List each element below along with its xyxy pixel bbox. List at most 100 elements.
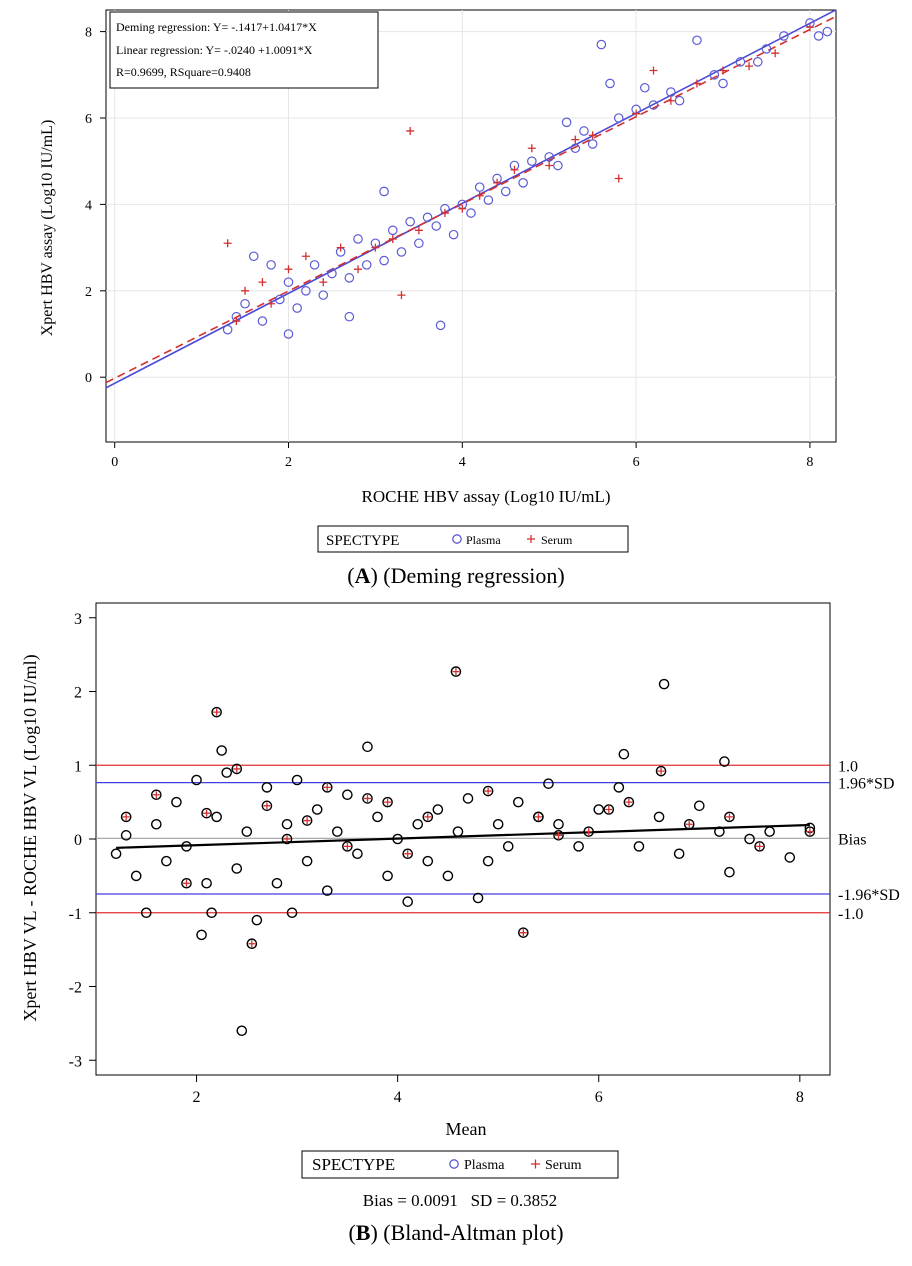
serum-point xyxy=(406,126,415,135)
serum-point xyxy=(422,811,434,823)
serum-point xyxy=(301,815,313,826)
panel-b-y-label: Xpert HBV VL - ROCHE HBV VL (Log10 IU/ml… xyxy=(20,654,41,1021)
plasma-point xyxy=(181,841,192,852)
serum-point xyxy=(603,804,615,815)
panel-b-caption-letter: B xyxy=(356,1220,371,1245)
plasma-point xyxy=(352,848,363,860)
legend-a-serum: Serum xyxy=(541,533,573,547)
serum-point xyxy=(493,178,502,187)
y-tick-label: 6 xyxy=(85,112,92,127)
legend-a-serum-marker xyxy=(527,535,535,543)
serum-point xyxy=(120,811,132,823)
serum-point xyxy=(336,243,345,252)
legend-b-plasma: Plasma xyxy=(464,1158,505,1173)
stats-r: R=0.9699, RSquare=0.9408 xyxy=(116,65,251,79)
plasma-point xyxy=(605,78,615,89)
trend-line xyxy=(116,823,810,849)
legend-b-serum-marker xyxy=(531,1159,540,1169)
legend-b-plasma-marker xyxy=(449,1159,459,1169)
plasma-point xyxy=(483,195,494,205)
legend-a-plasma-marker xyxy=(452,534,462,544)
plasma-point xyxy=(431,221,442,231)
plasma-point xyxy=(405,216,415,227)
panel-b-reference-labels: 1.01.96*SD Bias -1.96*SD -1.0 xyxy=(838,758,900,923)
plasma-point xyxy=(543,778,554,789)
plasma-point xyxy=(466,208,476,218)
y-tick-label: 0 xyxy=(74,832,82,849)
serum-point xyxy=(321,782,333,793)
y-tick-label: 0 xyxy=(85,371,92,386)
serum-point xyxy=(231,763,243,775)
serum-point xyxy=(414,226,423,235)
plasma-point xyxy=(291,774,303,786)
plasma-point xyxy=(452,826,464,837)
plasma-point xyxy=(502,841,514,852)
serum-point xyxy=(745,62,754,71)
plasma-point xyxy=(261,782,273,793)
panel-b-caption: (B) (Bland-Altman plot) xyxy=(348,1220,563,1245)
serum-point xyxy=(319,278,328,287)
serum-point xyxy=(719,66,728,75)
panel-b-points xyxy=(110,666,816,1037)
plasma-point xyxy=(311,804,323,815)
linear-fit-line xyxy=(105,15,837,384)
reference-label: 1.0 xyxy=(838,758,858,775)
x-tick-label: 2 xyxy=(285,455,292,470)
serum-point xyxy=(805,23,814,32)
plasma-point xyxy=(241,826,253,837)
reference-label: -1.96*SD xyxy=(838,887,900,904)
plasma-point xyxy=(292,303,302,313)
y-tick-label: 1 xyxy=(74,758,82,775)
plasma-point xyxy=(231,863,243,874)
panel-b-y-ticks: -3 -2 -1 0 1 2 3 xyxy=(69,611,96,1070)
plasma-point xyxy=(573,841,584,852)
serum-point xyxy=(623,796,635,808)
serum-point xyxy=(482,785,494,797)
plasma-point xyxy=(283,329,294,339)
reference-label: -1.0 xyxy=(838,906,863,923)
serum-point xyxy=(804,826,816,837)
legend-a-title: SPECTYPE xyxy=(326,533,399,549)
plasma-point xyxy=(211,811,222,823)
panel-a-points xyxy=(222,18,833,339)
plasma-point xyxy=(709,70,720,80)
serum-point xyxy=(354,265,363,274)
plasma-point xyxy=(130,870,142,882)
plasma-point xyxy=(275,294,285,305)
serum-point xyxy=(692,79,701,88)
serum-point xyxy=(362,793,373,804)
serum-point xyxy=(301,252,310,261)
plasma-point xyxy=(382,870,393,882)
serum-point xyxy=(571,135,580,144)
plasma-point xyxy=(151,818,162,830)
plasma-point xyxy=(412,818,424,830)
plasma-point xyxy=(693,800,705,812)
plasma-point xyxy=(640,82,650,93)
panel-b-caption-text: (Bland-Altman plot) xyxy=(378,1220,564,1245)
y-tick-label: 2 xyxy=(85,285,92,300)
panel-a-caption-text: (Deming regression) xyxy=(378,563,565,588)
plasma-point xyxy=(266,260,276,270)
plasma-point xyxy=(474,182,485,192)
plasma-point xyxy=(387,225,398,236)
plasma-point xyxy=(362,741,373,753)
serum-point xyxy=(440,209,449,218)
panel-a: 0 2 4 6 8 0 2 4 6 8 Deming regression: Y= -.1417… xyxy=(39,9,837,588)
plasma-point xyxy=(191,774,202,786)
y-tick-label: -3 xyxy=(69,1053,82,1070)
plasma-point xyxy=(553,160,563,171)
panel-a-stats-box: Deming regression: Y= -.1417+1.0417*X Li… xyxy=(109,11,379,89)
serum-point xyxy=(382,796,393,808)
x-tick-label: 6 xyxy=(633,455,640,470)
plasma-point xyxy=(561,117,572,128)
serum-point xyxy=(284,265,293,274)
plasma-point xyxy=(402,896,413,907)
plasma-point xyxy=(396,247,407,257)
plasma-point xyxy=(201,877,212,889)
serum-point xyxy=(649,66,658,75)
plasma-point xyxy=(120,830,132,841)
plasma-point xyxy=(432,804,444,815)
plasma-point xyxy=(171,796,182,808)
plasma-point xyxy=(500,186,511,197)
plasma-point xyxy=(251,914,263,926)
